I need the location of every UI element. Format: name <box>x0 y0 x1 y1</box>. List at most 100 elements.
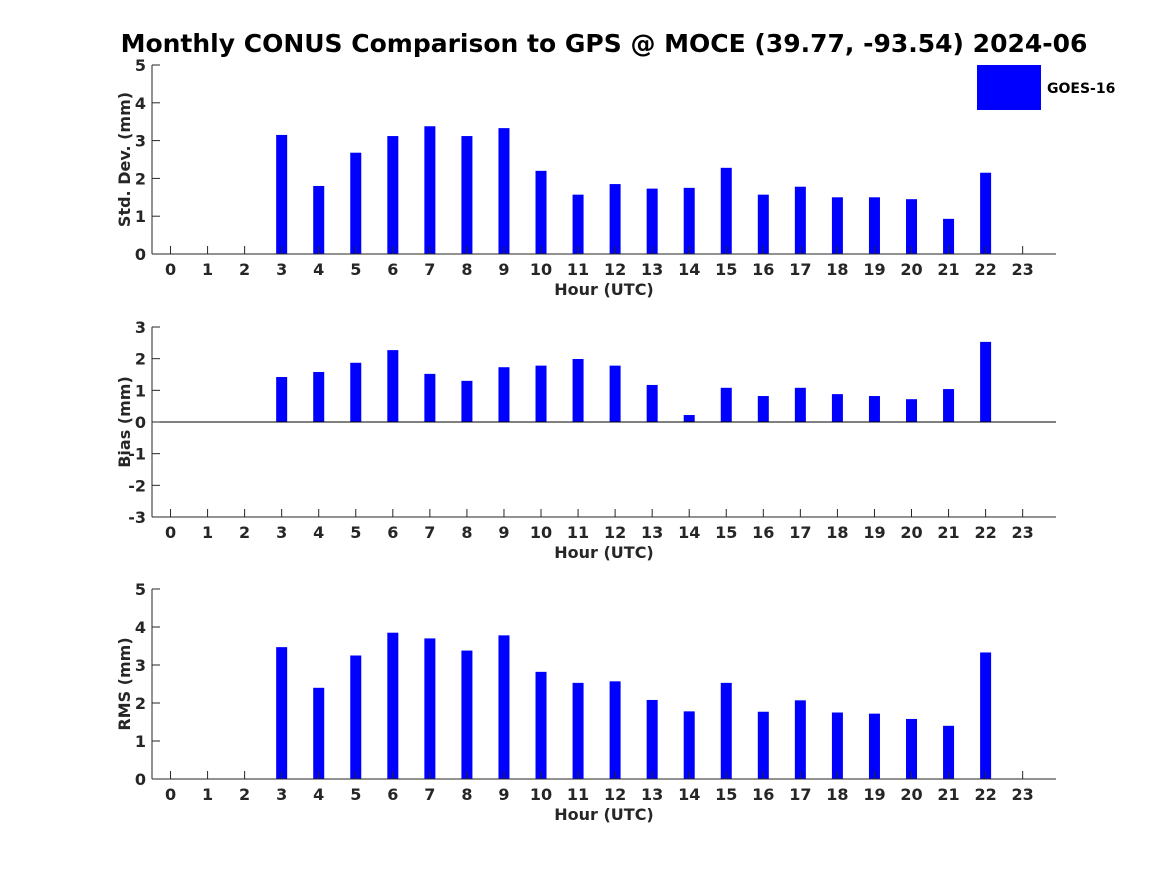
bias-xtick-label: 5 <box>350 523 361 542</box>
bias-xtick-label: 8 <box>461 523 472 542</box>
bias-xtick-label: 10 <box>530 523 552 542</box>
std-dev-bar-hour-3 <box>276 134 288 254</box>
bias-xtick-label: 2 <box>239 523 250 542</box>
std-dev-xtick-label: 23 <box>1012 260 1034 279</box>
std-dev-xtick-label: 1 <box>202 260 213 279</box>
rms-bar-hour-5 <box>350 655 362 779</box>
rms-ytick-label: 1 <box>135 732 146 751</box>
bias-bar-hour-3 <box>276 377 288 422</box>
bias-xtick-label: 6 <box>387 523 398 542</box>
rms-bar-hour-20 <box>906 718 918 779</box>
rms-bar-hour-6 <box>387 632 399 779</box>
rms-xtick-label: 16 <box>752 785 774 804</box>
rms-ytick-label: 3 <box>135 656 146 675</box>
rms-xtick-label: 13 <box>641 785 663 804</box>
std-dev-xtick-label: 17 <box>789 260 811 279</box>
bias-xtick-label: 4 <box>313 523 324 542</box>
rms-xtick-label: 8 <box>461 785 472 804</box>
bias-bar-hour-19 <box>868 396 880 422</box>
bias-xtick-label: 13 <box>641 523 663 542</box>
bias-xtick-label: 15 <box>715 523 737 542</box>
std-dev-bar-hour-11 <box>572 194 584 254</box>
rms-xtick-label: 12 <box>604 785 626 804</box>
bias-xtick-label: 16 <box>752 523 774 542</box>
bias-xtick-label: 12 <box>604 523 626 542</box>
std-dev-ytick-label: 1 <box>135 207 146 226</box>
rms-bar-hour-9 <box>498 635 510 779</box>
std-dev-xtick-label: 4 <box>313 260 324 279</box>
std-dev-xtick-label: 12 <box>604 260 626 279</box>
rms-xtick-label: 9 <box>498 785 509 804</box>
bias-bar-hour-14 <box>683 415 695 422</box>
std-dev-xtick-label: 8 <box>461 260 472 279</box>
bias-bar-hour-7 <box>424 373 436 422</box>
bias-ytick-label: -3 <box>128 508 146 527</box>
bias-bar-hour-21 <box>943 389 955 422</box>
bias-bar-hour-10 <box>535 365 547 422</box>
rms-ytick-label: 4 <box>135 618 146 637</box>
bias-ytick-label: 2 <box>135 350 146 369</box>
bias-bar-hour-13 <box>646 384 658 422</box>
rms-bar-hour-21 <box>943 725 955 779</box>
std-dev-xtick-label: 9 <box>498 260 509 279</box>
rms-xtick-label: 14 <box>678 785 700 804</box>
bias-ylabel: Bias (mm) <box>115 376 134 468</box>
std-dev-xtick-label: 22 <box>974 260 996 279</box>
rms-ylabel: RMS (mm) <box>115 637 134 730</box>
std-dev-xtick-label: 5 <box>350 260 361 279</box>
bias-ytick-label: 1 <box>135 381 146 400</box>
chart-title: Monthly CONUS Comparison to GPS @ MOCE (… <box>121 29 1088 58</box>
rms-bar-hour-19 <box>868 713 880 779</box>
bias-bar-hour-4 <box>313 371 325 422</box>
legend-label: GOES-16 <box>1047 81 1115 97</box>
bias-bar-hour-8 <box>461 380 473 422</box>
rms-xtick-label: 5 <box>350 785 361 804</box>
std-dev-ylabel: Std. Dev. (mm) <box>115 92 134 227</box>
std-dev-bar-hour-13 <box>646 188 658 254</box>
std-dev-bar-hour-4 <box>313 185 325 254</box>
std-dev-bar-hour-10 <box>535 170 547 254</box>
std-dev-bar-hour-12 <box>609 184 621 254</box>
bias-ytick-label: 0 <box>135 413 146 432</box>
bias-ytick-label: 3 <box>135 318 146 337</box>
bias-ytick-label: -2 <box>128 476 146 495</box>
rms-ytick-label: 0 <box>135 770 146 789</box>
bias-bar-hour-22 <box>980 341 992 422</box>
std-dev-xtick-label: 10 <box>530 260 552 279</box>
std-dev-bar-hour-9 <box>498 128 510 254</box>
std-dev-bar-hour-6 <box>387 136 399 254</box>
rms-xtick-label: 17 <box>789 785 811 804</box>
rms-xtick-label: 19 <box>863 785 885 804</box>
bias-xtick-label: 18 <box>826 523 848 542</box>
std-dev-ytick-label: 0 <box>135 245 146 264</box>
std-dev-bar-hour-14 <box>683 187 695 254</box>
rms-bar-hour-4 <box>313 687 325 779</box>
rms-xtick-label: 23 <box>1012 785 1034 804</box>
std-dev-xtick-label: 16 <box>752 260 774 279</box>
bias-bar-hour-11 <box>572 358 584 422</box>
rms-bar-hour-11 <box>572 682 584 779</box>
std-dev-bar-hour-18 <box>831 197 843 254</box>
bias-xtick-label: 17 <box>789 523 811 542</box>
std-dev-bar-hour-8 <box>461 136 473 254</box>
bias-ytick-label: -1 <box>128 445 146 464</box>
rms-ytick-label: 2 <box>135 694 146 713</box>
rms-xtick-label: 20 <box>900 785 922 804</box>
std-dev-ytick-label: 2 <box>135 169 146 188</box>
rms-bar-hour-17 <box>794 700 806 779</box>
rms-xtick-label: 21 <box>937 785 959 804</box>
rms-xtick-label: 10 <box>530 785 552 804</box>
std-dev-bar-hour-5 <box>350 152 362 254</box>
bias-xtick-label: 0 <box>165 523 176 542</box>
rms-bar-hour-13 <box>646 699 658 779</box>
rms-xtick-label: 18 <box>826 785 848 804</box>
std-dev-xlabel: Hour (UTC) <box>554 280 654 299</box>
bias-xtick-label: 11 <box>567 523 589 542</box>
legend: GOES-16 <box>977 65 1115 110</box>
std-dev-xtick-label: 2 <box>239 260 250 279</box>
rms-ytick-label: 5 <box>135 580 146 599</box>
rms-bar-hour-22 <box>980 652 992 779</box>
std-dev-xtick-label: 3 <box>276 260 287 279</box>
